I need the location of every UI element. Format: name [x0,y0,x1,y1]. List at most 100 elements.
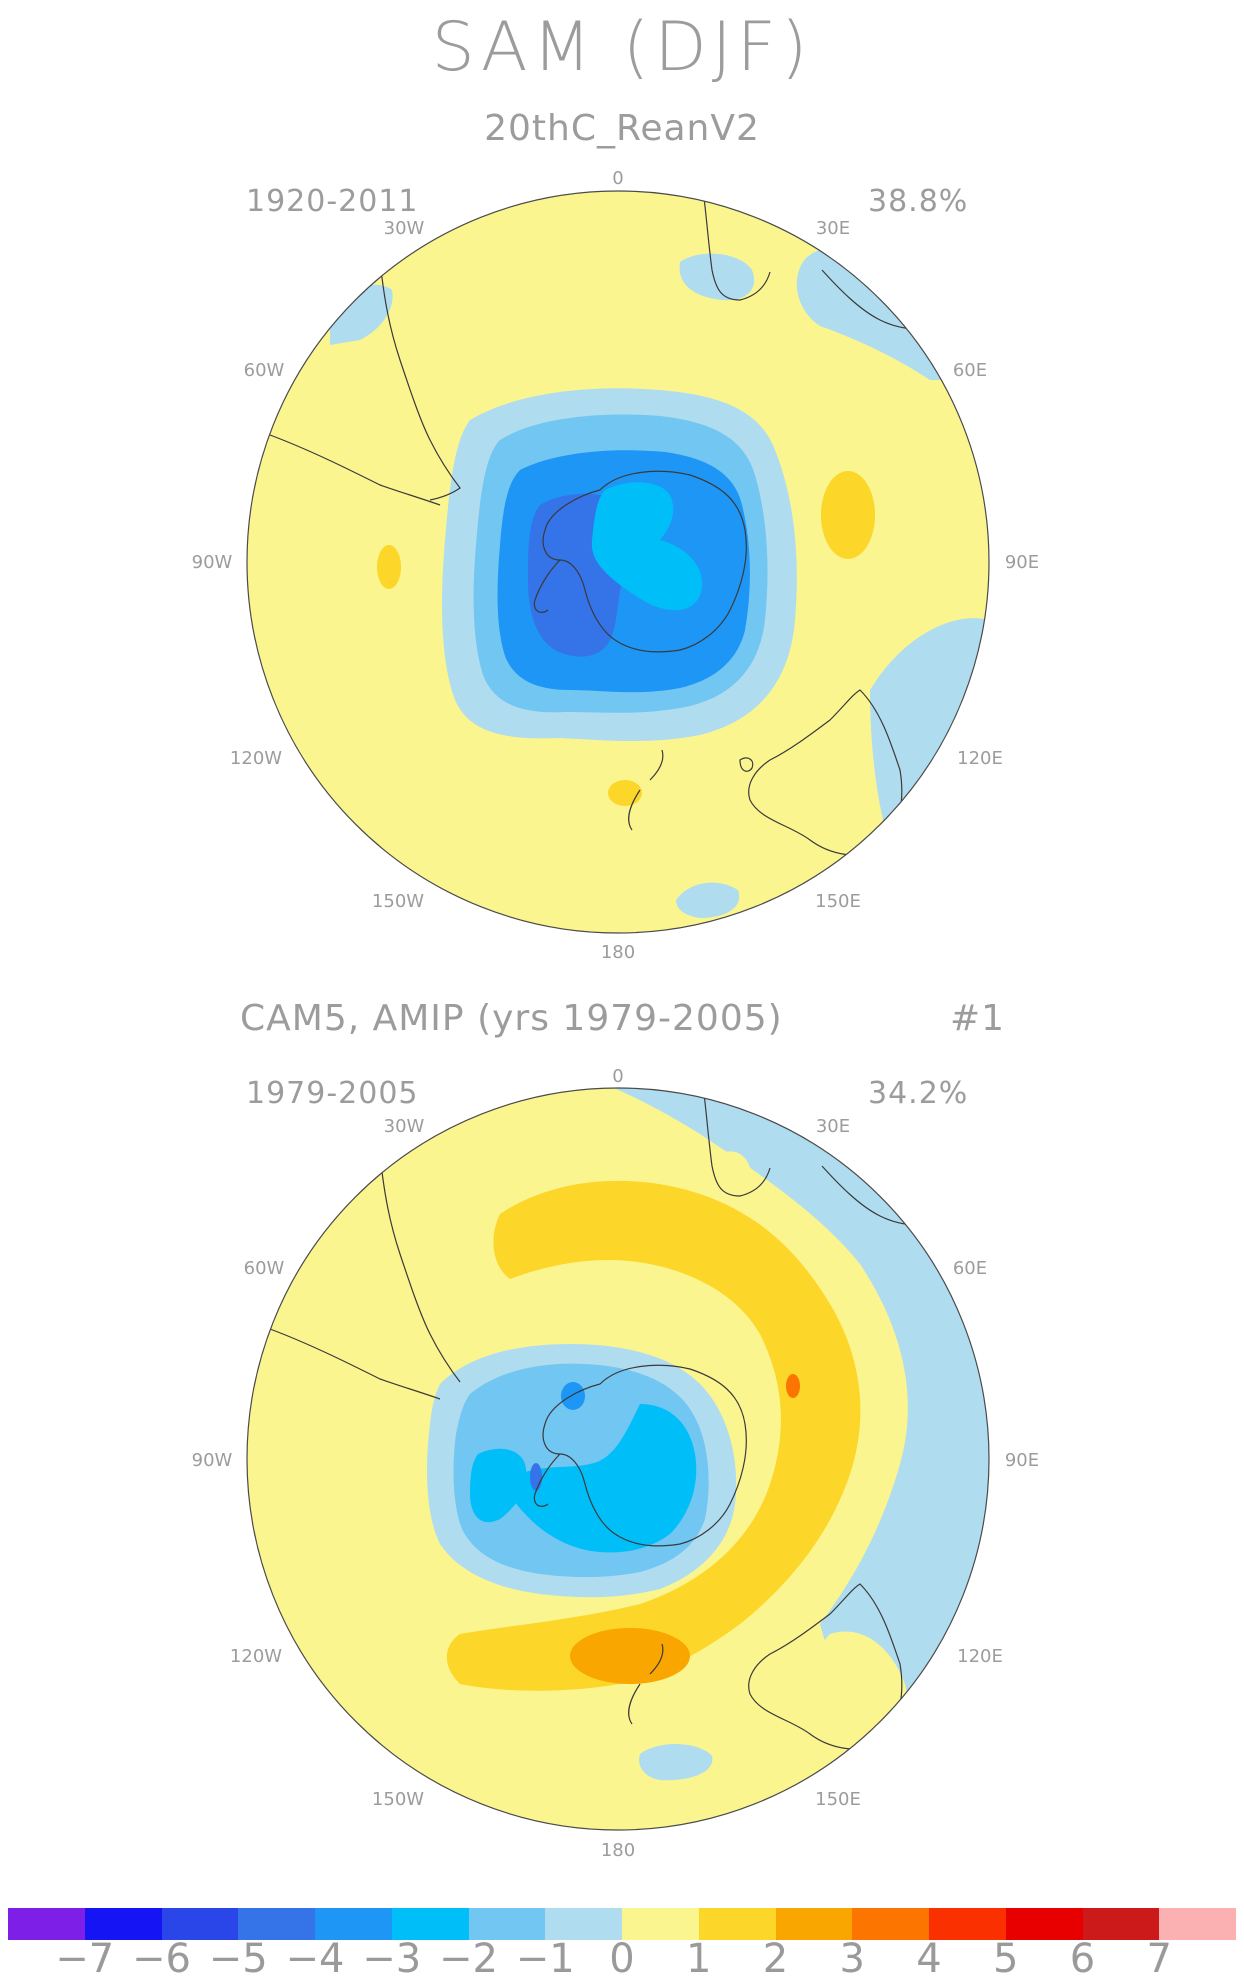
anomaly-patch-neg4 [530,1463,542,1491]
colorbar-tick-label: 5 [993,1936,1019,1982]
antarctic-peninsula [533,1453,561,1507]
australia-coast [748,1583,903,1750]
lon-label: 150W [372,1789,424,1810]
lon-label: 30E [816,218,850,239]
lon-label: 90W [192,552,233,573]
anomaly-patch-pos3 [786,1374,800,1398]
anomaly-patch-neg3 [561,1382,585,1410]
colorbar-swatch [1082,1908,1160,1940]
lon-label: 0 [612,168,623,189]
lon-label: 60E [953,1258,987,1279]
panel-2-variance: 34.2% [868,1076,969,1111]
colorbar-tick-label: 2 [762,1936,789,1982]
africa-coast [701,191,771,301]
colorbar-tick-label: −6 [132,1936,191,1982]
lon-label: 60W [244,1258,285,1279]
panel-2-map: 0 30E 60E 90E 120E 150E 180 150W 120W 90… [192,1066,1039,1861]
colorbar-swatch [852,1908,929,1940]
south-america-coast [379,1153,461,1383]
colorbar-tick-label: −3 [362,1936,422,1982]
anomaly-band-neg1 [580,1088,989,1824]
lon-label: 120E [957,1646,1003,1667]
anomaly-ring-neg3 [470,1448,527,1523]
colorbar-swatch [84,1908,162,1940]
colorbar-swatch [391,1908,469,1940]
anomaly-crescent-pos1 [446,1180,861,1691]
panel-2-title: CAM5, AMIP (yrs 1979-2005) [240,998,783,1039]
lon-label: 30E [816,1116,850,1137]
colorbar [8,1908,1236,1940]
anomaly-patch-pos1 [377,545,401,589]
colorbar-tick-label: −1 [515,1936,575,1982]
lon-label: 60W [244,360,285,381]
antarctic-peninsula [533,559,561,613]
lon-label: 0 [612,1066,623,1087]
anomaly-patch-pos1 [608,780,642,806]
panel-1-title: 20thC_ReanV2 [484,108,760,149]
anomaly-patch-neg1 [676,882,740,918]
colorbar-tick-label: −4 [285,1936,345,1982]
colorbar-tick-label: −5 [208,1936,268,1982]
lon-label: 60E [953,360,987,381]
new-zealand-coast [628,1643,664,1725]
south-america-coast-2 [269,1328,441,1400]
colorbar-swatch [8,1908,85,1940]
colorbar-swatch [622,1908,699,1940]
lon-label: 30W [384,1116,425,1137]
colorbar-tick-label: −7 [55,1936,115,1982]
colorbar-tick-label: 7 [1146,1936,1172,1982]
anomaly-patch-neg1 [679,253,755,301]
africa-coast [701,1088,771,1197]
colorbar-swatch [929,1908,1006,1940]
new-zealand-coast [628,749,664,831]
panel-1-period: 1920-2011 [246,184,419,219]
panel-1-map: 0 30E 60E 90E 120E 150E 180 150W 120W 90… [192,168,1039,960]
lon-label: 120W [230,1646,282,1667]
lon-label: 90E [1005,1450,1039,1471]
lon-label: 180 [601,942,635,960]
figure-title: SAM (DJF) [431,8,813,87]
anomaly-ring-neg3b [591,482,703,611]
colorbar-tick-label: 6 [1069,1936,1096,1982]
south-america-coast [379,259,461,501]
panel-2-period: 1979-2005 [246,1076,419,1111]
colorbar-swatch [775,1908,853,1940]
lon-label: 30W [384,218,425,239]
lon-label: 150E [815,1789,861,1810]
colorbar-swatch [468,1908,546,1940]
colorbar-swatch [545,1908,622,1940]
colorbar-swatch [238,1908,315,1940]
colorbar-swatch [161,1908,239,1940]
map-border [246,190,990,934]
colorbar-swatch [1159,1908,1236,1940]
colorbar-tick-label: 1 [686,1936,712,1982]
antarctica-coast [542,1364,747,1547]
panel-2-run-label: #1 [950,998,1006,1039]
tasmania-coast [739,757,754,772]
colorbar-tick-label: −2 [439,1936,498,1982]
colorbar-tick-labels: −7 −6 −5 −4 −3 −2 −1 0 1 2 3 4 5 6 7 [8,1936,1236,1986]
colorbar-tick-label: 4 [916,1936,942,1982]
colorbar-swatch [698,1908,776,1940]
antarctica-coast [542,470,747,653]
lon-label: 90E [1005,552,1039,573]
anomaly-ring-neg3 [509,1404,697,1553]
lon-label: 150E [815,891,861,912]
lon-label: 90W [192,1450,233,1471]
colorbar-tick-label: 0 [609,1936,635,1982]
lon-label: 120E [957,748,1003,769]
map-border [246,1087,990,1831]
anomaly-patch-zero [720,1151,752,1190]
colorbar-tick-label: 3 [839,1936,865,1982]
anomaly-patch-neg1 [639,1744,713,1781]
anomaly-patch-pos1 [821,471,875,559]
colorbar-swatch [1005,1908,1083,1940]
lon-label: 150W [372,891,424,912]
anomaly-patch-pos2 [570,1628,690,1684]
australia-coast [748,689,903,856]
panel-1-variance: 38.8% [868,184,969,219]
colorbar-swatch [315,1908,392,1940]
lon-label: 120W [230,748,282,769]
lon-label: 180 [601,1840,635,1861]
south-america-coast-2 [269,434,441,506]
